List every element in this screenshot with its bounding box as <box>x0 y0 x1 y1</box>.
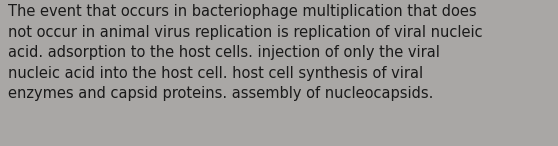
Text: The event that occurs in bacteriophage multiplication that does
not occur in ani: The event that occurs in bacteriophage m… <box>8 4 483 101</box>
